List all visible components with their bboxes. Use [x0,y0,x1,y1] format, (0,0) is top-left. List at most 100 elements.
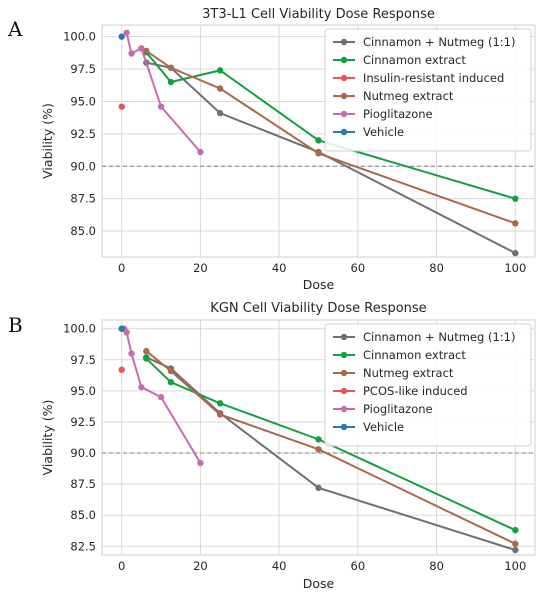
series-pcos-like-induced [118,366,125,373]
data-point [138,45,145,52]
x-tick-label: 100 [504,261,526,275]
legend-box [324,28,532,152]
series-nutmeg-extract [143,347,519,548]
legend-item: Insulin-resistant induced [333,71,504,85]
y-tick-label: 100.0 [63,322,96,336]
legend-label: Cinnamon + Nutmeg (1:1) [363,330,515,344]
data-point [138,383,145,391]
y-tick-label: 95.0 [70,384,96,398]
x-tick-label: 100 [504,559,526,573]
legend-label: Cinnamon extract [363,53,466,67]
data-point [512,249,519,257]
data-point [167,78,175,86]
series-cinnamon-extract [143,355,519,534]
x-axis-label: Dose [303,576,335,591]
y-tick-label: 90.0 [70,446,96,460]
x-tick-label: 20 [193,559,208,573]
data-point [118,325,125,332]
data-point [216,109,224,117]
y-tick-label: 90.0 [70,159,96,173]
legend-label: Vehicle [363,125,404,139]
x-axis-label: Dose [303,277,335,292]
series-vehicle [118,33,125,40]
y-tick-label: 82.5 [70,539,96,553]
chart-title: 3T3-L1 Cell Viability Dose Response [202,7,435,22]
data-point [167,378,175,386]
legend-label: Pioglitazone [363,402,433,416]
panel-a: A 0 20 40 60 80 100 85.0 87.5 90.0 92.5 95.0 97.5 10… [7,7,536,292]
data-point [167,64,175,71]
data-point [143,355,150,362]
y-tick-label: 100.0 [63,30,96,44]
data-point [128,350,135,357]
data-point [143,347,150,355]
y-tick-label: 97.5 [70,62,96,76]
legend-label: PCOS-like induced [363,384,468,398]
legend-item: Cinnamon + Nutmeg (1:1) [333,330,515,344]
y-tick-label: 85.0 [70,508,96,522]
legend-marker [340,387,348,395]
data-point [216,400,224,407]
legend: Cinnamon + Nutmeg (1:1) Cinnamon extract N… [324,323,532,447]
legend-marker [340,128,348,136]
legend-label: Cinnamon extract [363,348,466,362]
legend-item: Pioglitazone [333,107,433,121]
x-tick-label: 80 [429,261,444,275]
data-point [216,67,224,74]
data-point [315,446,322,453]
y-tick-label: 87.5 [70,192,96,206]
data-point [315,436,322,443]
data-point [315,150,322,157]
y-tick-label: 87.5 [70,477,96,491]
data-point [512,540,519,548]
data-point [512,546,519,554]
data-point [167,367,175,375]
panel-b: B 0 20 40 60 80 100 82.5 85.0 87.5 90.0 92.5 95.0 97… [8,301,536,591]
data-point [197,459,204,467]
legend-item: Nutmeg extract [333,89,454,103]
data-point [216,85,224,92]
y-tick-label: 85.0 [70,224,96,238]
legend-marker [340,92,348,100]
legend-marker [340,351,348,359]
x-tick-label: 20 [193,261,208,275]
legend-marker [340,74,348,82]
data-point [118,33,125,40]
legend-marker [340,423,348,431]
data-point [512,526,519,534]
data-point [123,29,130,36]
legend-item: Cinnamon + Nutmeg (1:1) [333,35,515,49]
y-axis-label: Viability (%) [40,400,55,476]
legend-label: Nutmeg extract [363,89,454,103]
legend-label: Cinnamon + Nutmeg (1:1) [363,35,515,49]
legend-marker [340,333,348,341]
data-point [118,103,125,110]
data-point [197,148,204,156]
y-tick-label: 95.0 [70,94,96,108]
y-tick-label: 97.5 [70,353,96,367]
series-pioglitazone [123,29,204,156]
data-point [123,329,130,336]
legend-item: PCOS-like induced [333,384,468,398]
series-nutmeg-extract [143,47,519,227]
legend-marker [340,405,348,413]
x-tick-label: 60 [351,559,366,573]
x-tick-label: 80 [429,559,444,573]
data-point [512,220,519,227]
legend-item: Cinnamon extract [333,348,466,362]
panel-letter: A [7,17,23,41]
data-point [118,366,125,373]
panel-letter: B [8,313,23,337]
x-tick-label: 60 [351,261,366,275]
legend-marker [340,110,348,118]
x-tick-label: 0 [118,261,125,275]
data-point [216,411,224,418]
legend-label: Insulin-resistant induced [363,71,504,85]
data-point [315,484,322,492]
legend-box [324,323,532,447]
legend-item: Pioglitazone [333,402,433,416]
data-point [157,393,165,401]
x-tick-label: 0 [118,559,125,573]
legend-item: Vehicle [333,125,404,139]
